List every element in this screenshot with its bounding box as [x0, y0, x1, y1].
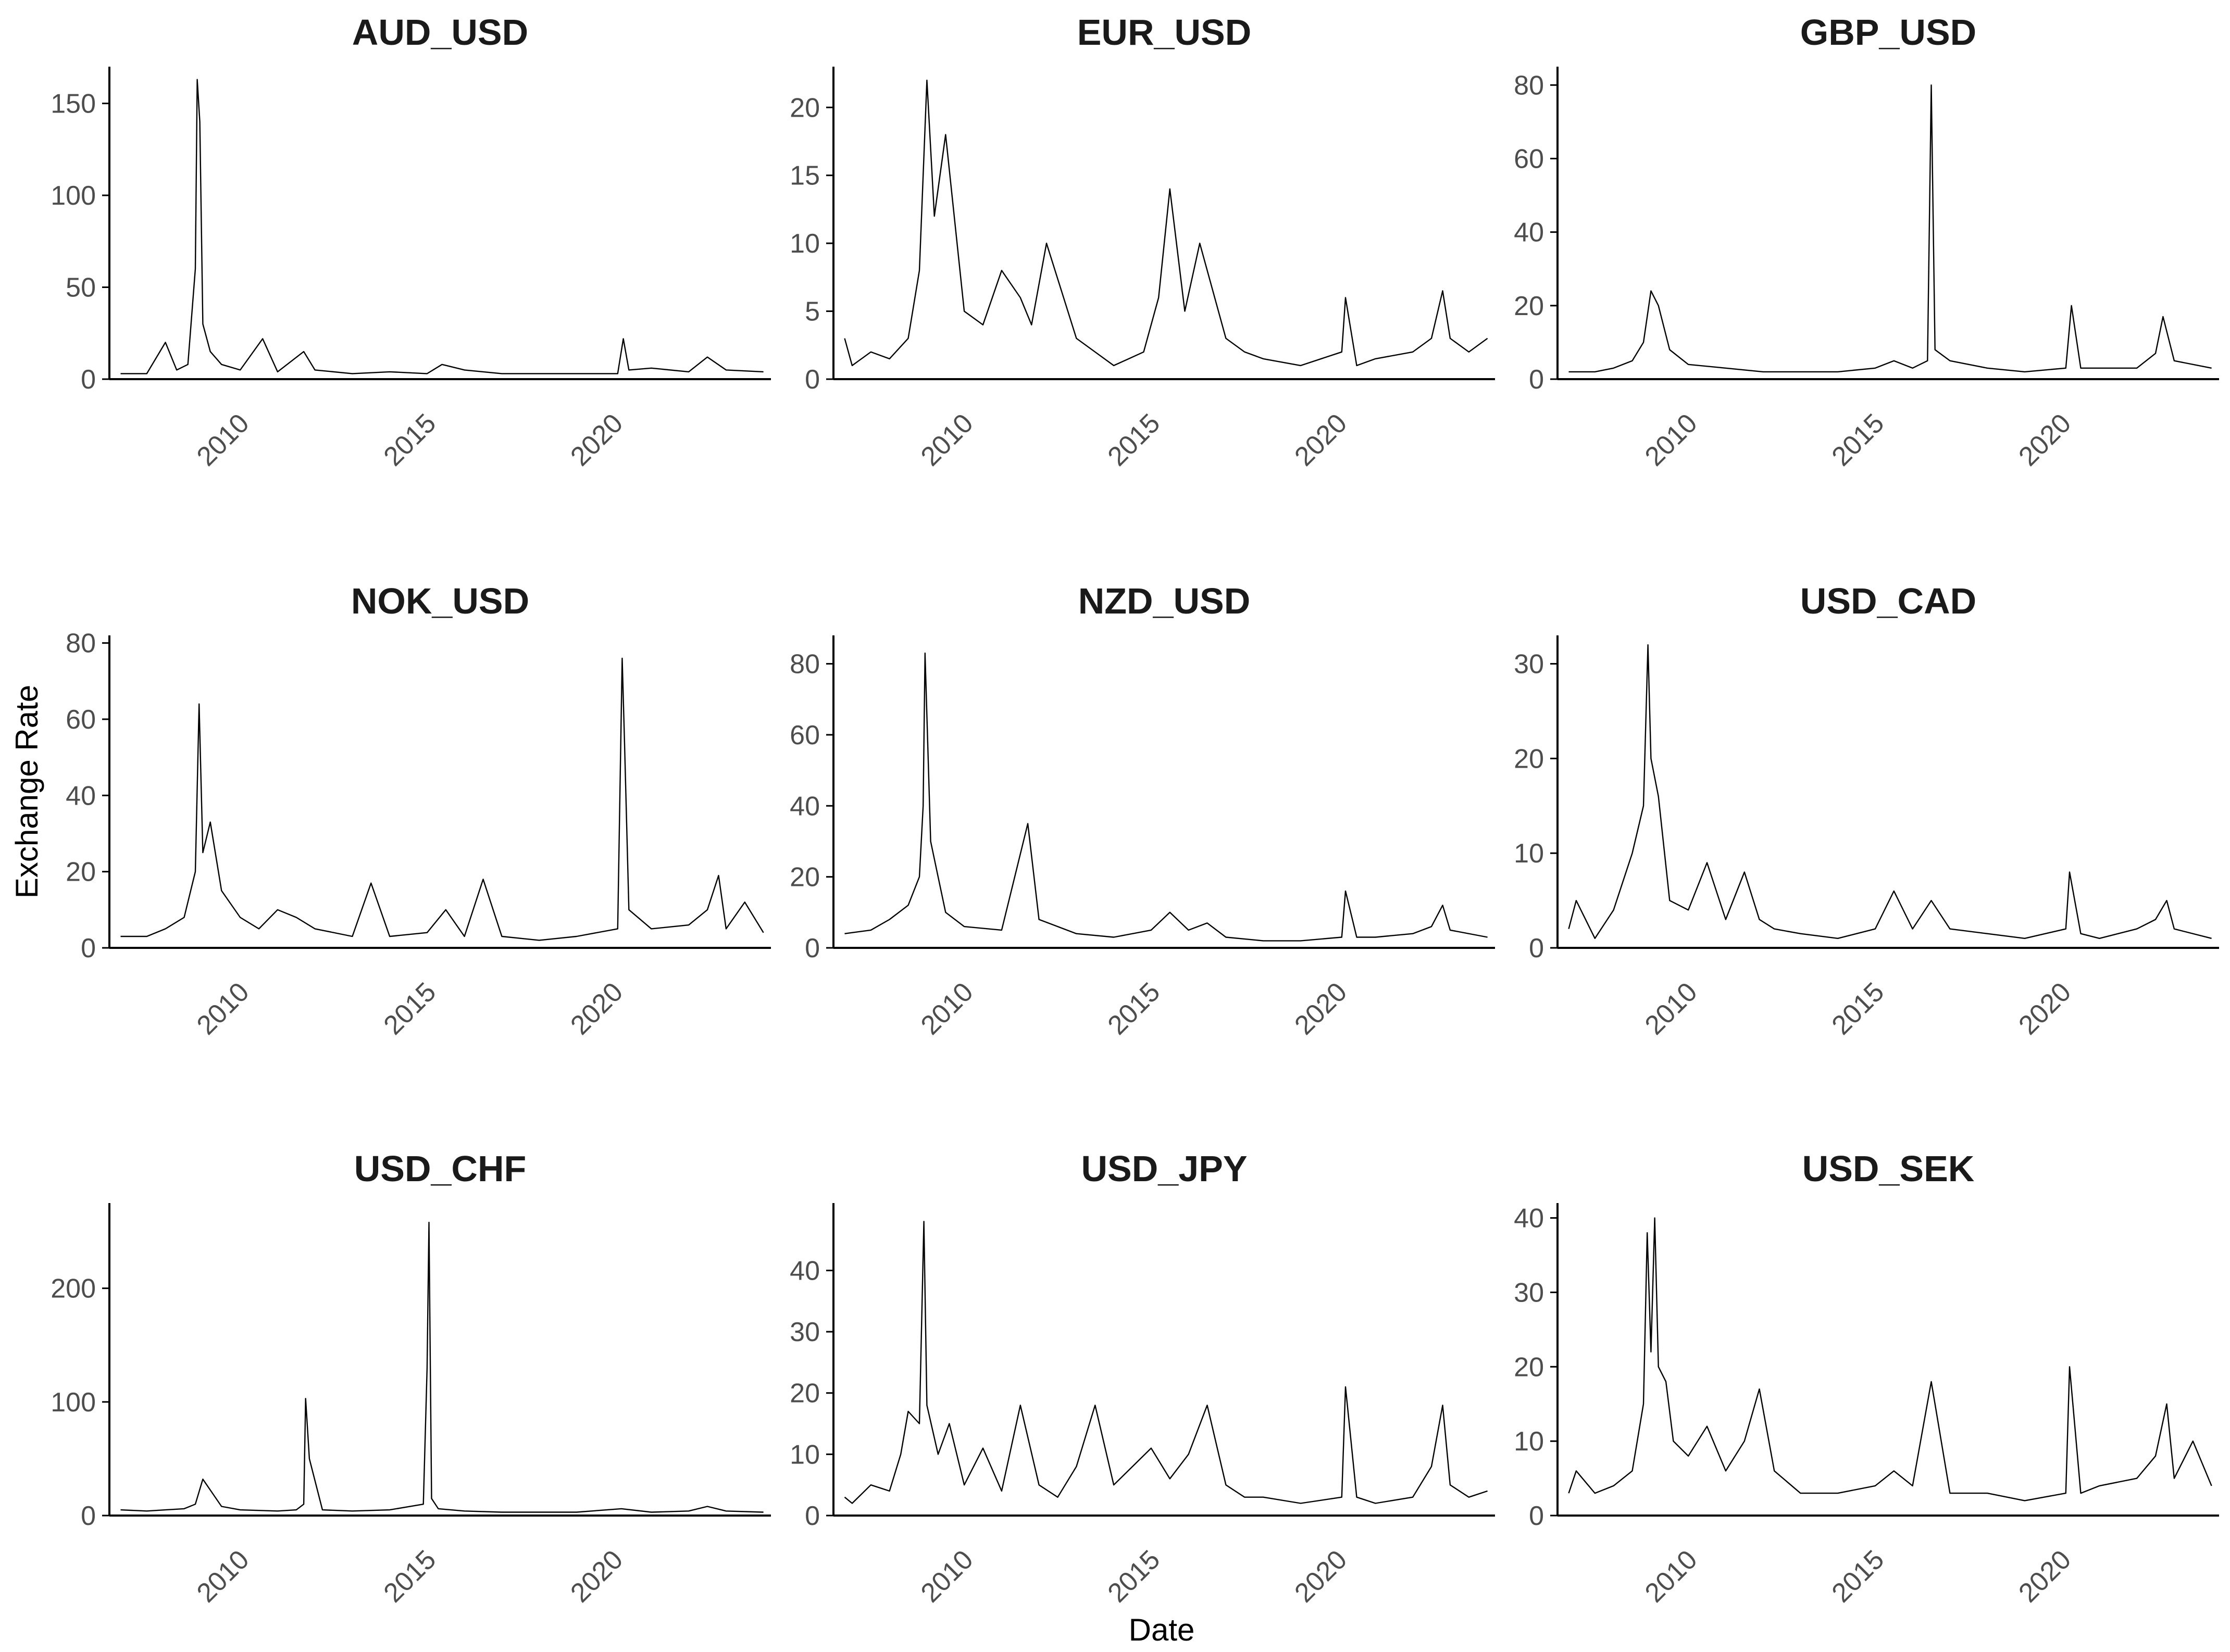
series-line [120, 1221, 764, 1513]
x-tick-label: 2015 [1826, 1544, 1890, 1608]
series-line [120, 79, 764, 374]
y-tick-label: 20 [790, 862, 820, 893]
panel-title: NOK_USD [351, 581, 529, 621]
y-tick-label: 5 [805, 297, 820, 327]
y-tick-label: 60 [1514, 144, 1544, 174]
panel-aud-usd: AUD_USD 0 50 100 150 2010 2015 2020 [51, 12, 771, 472]
y-tick-label: 40 [1514, 218, 1544, 248]
y-tick-label: 20 [1514, 744, 1544, 774]
x-tick-label: 2020 [1289, 977, 1353, 1041]
y-tick-label: 100 [51, 181, 96, 211]
y-tick-label: 20 [790, 93, 820, 123]
x-tick-label: 2010 [1639, 977, 1703, 1041]
x-tick-label: 2010 [915, 1544, 979, 1608]
x-tick-label: 2010 [191, 1544, 255, 1608]
y-tick-label: 40 [790, 1256, 820, 1286]
x-axis-title: Date [1129, 1612, 1195, 1647]
x-tick-label: 2015 [1102, 408, 1166, 472]
y-tick-label: 10 [790, 229, 820, 259]
series-line [1568, 84, 2212, 373]
x-tick-label: 2020 [1289, 1544, 1353, 1608]
x-tick-label: 2015 [378, 977, 442, 1041]
y-tick-label: 0 [805, 933, 820, 963]
panel-title: AUD_USD [352, 12, 528, 53]
x-tick-label: 2010 [1639, 408, 1703, 472]
y-tick-label: 20 [1514, 291, 1544, 321]
x-tick-label: 2020 [1289, 408, 1353, 472]
y-tick-label: 10 [1514, 838, 1544, 869]
panel-title: GBP_USD [1800, 12, 1976, 53]
x-tick-label: 2015 [1102, 977, 1166, 1041]
y-tick-label: 80 [1514, 70, 1544, 101]
panel-title: EUR_USD [1077, 12, 1252, 53]
panel-title: USD_CHF [354, 1148, 527, 1189]
y-axis-title: Exchange Rate [9, 685, 44, 898]
y-tick-label: 60 [790, 720, 820, 750]
series-line [844, 652, 1488, 942]
panel-usd-sek: USD_SEK 0 10 20 30 40 2010 2015 2020 [1514, 1148, 2219, 1608]
series-line [844, 1221, 1488, 1504]
y-tick-label: 200 [51, 1274, 96, 1304]
panel-nok-usd: NOK_USD 0 20 40 60 80 2010 2015 2020 [66, 581, 771, 1041]
x-tick-label: 2020 [565, 408, 629, 472]
series-line [844, 79, 1488, 367]
panel-title: USD_SEK [1802, 1148, 1975, 1189]
y-tick-label: 80 [790, 649, 820, 680]
y-tick-label: 30 [1514, 649, 1544, 680]
x-tick-label: 2015 [1102, 1544, 1166, 1608]
y-tick-label: 80 [66, 629, 96, 659]
x-tick-label: 2010 [191, 408, 255, 472]
panel-title: NZD_USD [1078, 581, 1251, 621]
panel-title: USD_JPY [1081, 1148, 1247, 1189]
y-tick-label: 0 [1529, 1501, 1544, 1531]
x-tick-label: 2010 [915, 408, 979, 472]
series-line [1568, 644, 2212, 940]
x-tick-label: 2010 [915, 977, 979, 1041]
series-line [1568, 1217, 2212, 1501]
y-tick-label: 10 [1514, 1426, 1544, 1457]
y-tick-label: 10 [790, 1440, 820, 1470]
panel-eur-usd: EUR_USD 0 5 10 15 20 2010 2015 2020 [790, 12, 1495, 472]
y-tick-label: 0 [805, 1501, 820, 1531]
x-tick-label: 2010 [191, 977, 255, 1041]
y-tick-label: 40 [1514, 1204, 1544, 1234]
y-tick-label: 0 [1529, 933, 1544, 963]
panel-usd-cad: USD_CAD 0 10 20 30 2010 2015 2020 [1514, 581, 2219, 1041]
x-tick-label: 2015 [378, 408, 442, 472]
x-tick-label: 2020 [2013, 1544, 2077, 1608]
y-tick-label: 150 [51, 89, 96, 119]
y-tick-label: 30 [1514, 1278, 1544, 1308]
panel-usd-chf: USD_CHF 0 100 200 2010 2015 2020 [51, 1148, 771, 1608]
y-tick-label: 0 [1529, 365, 1544, 395]
y-tick-label: 40 [790, 791, 820, 821]
y-tick-label: 50 [66, 273, 96, 303]
y-tick-label: 40 [66, 781, 96, 811]
y-tick-label: 100 [51, 1387, 96, 1418]
x-tick-label: 2020 [565, 1544, 629, 1608]
x-tick-label: 2015 [1826, 977, 1890, 1041]
y-tick-label: 30 [790, 1317, 820, 1347]
y-tick-label: 0 [81, 1501, 96, 1531]
x-tick-label: 2020 [565, 977, 629, 1041]
y-tick-label: 20 [790, 1379, 820, 1409]
x-tick-label: 2020 [2013, 977, 2077, 1041]
y-tick-label: 15 [790, 161, 820, 191]
x-tick-label: 2010 [1639, 1544, 1703, 1608]
y-tick-label: 20 [66, 857, 96, 887]
x-tick-label: 2015 [378, 1544, 442, 1608]
panel-title: USD_CAD [1800, 581, 1976, 621]
panel-usd-jpy: USD_JPY 0 10 20 30 40 2010 2015 2020 [790, 1148, 1495, 1608]
x-tick-label: 2020 [2013, 408, 2077, 472]
y-tick-label: 0 [81, 933, 96, 963]
y-tick-label: 60 [66, 705, 96, 735]
panel-gbp-usd: GBP_USD 0 20 40 60 80 2010 2015 2020 [1514, 12, 2219, 472]
y-tick-label: 0 [805, 365, 820, 395]
series-line [120, 657, 764, 941]
panel-nzd-usd: NZD_USD 0 20 40 60 80 2010 2015 2020 [790, 581, 1495, 1041]
y-tick-label: 0 [81, 365, 96, 395]
y-tick-label: 20 [1514, 1352, 1544, 1382]
x-tick-label: 2015 [1826, 408, 1890, 472]
